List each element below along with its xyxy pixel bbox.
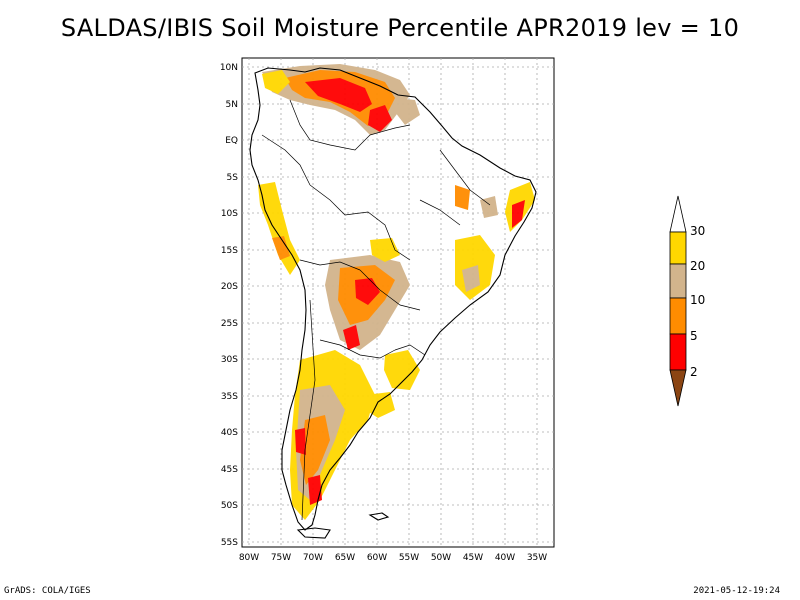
colorbar-bottom-arrow (669, 369, 687, 407)
shade-ne-brazil2 (455, 185, 470, 210)
shade-ne-brazil3 (480, 196, 498, 218)
shade-north-red2 (368, 105, 392, 132)
shade-north-yellow (262, 70, 290, 94)
lon-label: 35W (527, 553, 547, 563)
lat-label: 10S (221, 209, 238, 219)
colorbar-seg-5 (669, 333, 687, 371)
lat-label: 55S (221, 538, 238, 548)
colorbar-label: 20 (690, 259, 705, 273)
lon-label: 80W (239, 553, 259, 563)
country-borders (261, 99, 491, 521)
lon-label: 50W (431, 553, 451, 563)
lat-label: 50S (221, 501, 238, 511)
colorbar-legend (669, 195, 687, 407)
shade-arg-red2 (308, 475, 322, 505)
lat-axis-labels: 10N 5N EQ 5S 10S 15S 20S 25S 30S 35S 40S… (220, 63, 238, 548)
lat-label: EQ (225, 136, 238, 146)
continent-outline (249, 67, 537, 531)
percentile-shading (258, 64, 535, 520)
lat-label: 20S (221, 282, 238, 292)
lon-label: 65W (335, 553, 355, 563)
lon-label: 55W (399, 553, 419, 563)
colorbar-seg-10 (669, 297, 687, 335)
shade-central-red (355, 278, 380, 305)
shade-pampas (365, 392, 395, 418)
tierra-del-fuego (296, 527, 331, 539)
footer-timestamp: 2021-05-12-19:24 (693, 586, 780, 596)
lon-label: 70W (303, 553, 323, 563)
colorbar-label: 5 (690, 329, 698, 343)
lat-label: 5S (227, 173, 239, 183)
lat-label: 40S (221, 428, 238, 438)
shade-guyana (395, 98, 420, 125)
colorbar-top-arrow (669, 195, 687, 233)
coastlines (249, 67, 537, 539)
lon-label: 40W (495, 553, 515, 563)
colorbar-seg-20 (669, 263, 687, 299)
lat-label: 30S (221, 355, 238, 365)
colorbar-label: 30 (690, 224, 705, 238)
lat-label: 15S (221, 246, 238, 256)
lon-label: 75W (271, 553, 291, 563)
colorbar-labels: 30 20 10 5 2 (690, 224, 705, 379)
shade-arg-red (295, 428, 306, 455)
lon-label: 60W (367, 553, 387, 563)
shade-north-red (305, 78, 372, 112)
lat-label: 25S (221, 319, 238, 329)
lat-label: 5N (226, 100, 238, 110)
shade-central-red2 (343, 325, 360, 350)
lon-axis-labels: 80W 75W 70W 65W 60W 55W 50W 45W 40W 35W (239, 553, 547, 563)
shade-south-brazil (384, 350, 420, 390)
lat-label: 45S (221, 465, 238, 475)
shade-andes-red (272, 236, 290, 260)
falklands (368, 512, 390, 521)
lat-label: 10N (220, 63, 238, 73)
colorbar-label: 10 (690, 293, 705, 307)
lon-label: 45W (463, 553, 483, 563)
colorbar-label: 2 (690, 365, 698, 379)
shade-brazil-east2 (462, 265, 480, 292)
colorbar-seg-30 (669, 231, 687, 265)
footer-credit: GrADS: COLA/IGES (4, 586, 91, 596)
lat-label: 35S (221, 392, 238, 402)
shade-ne-brazil-red (512, 200, 525, 228)
map-title: SALDAS/IBIS Soil Moisture Percentile APR… (60, 14, 740, 42)
